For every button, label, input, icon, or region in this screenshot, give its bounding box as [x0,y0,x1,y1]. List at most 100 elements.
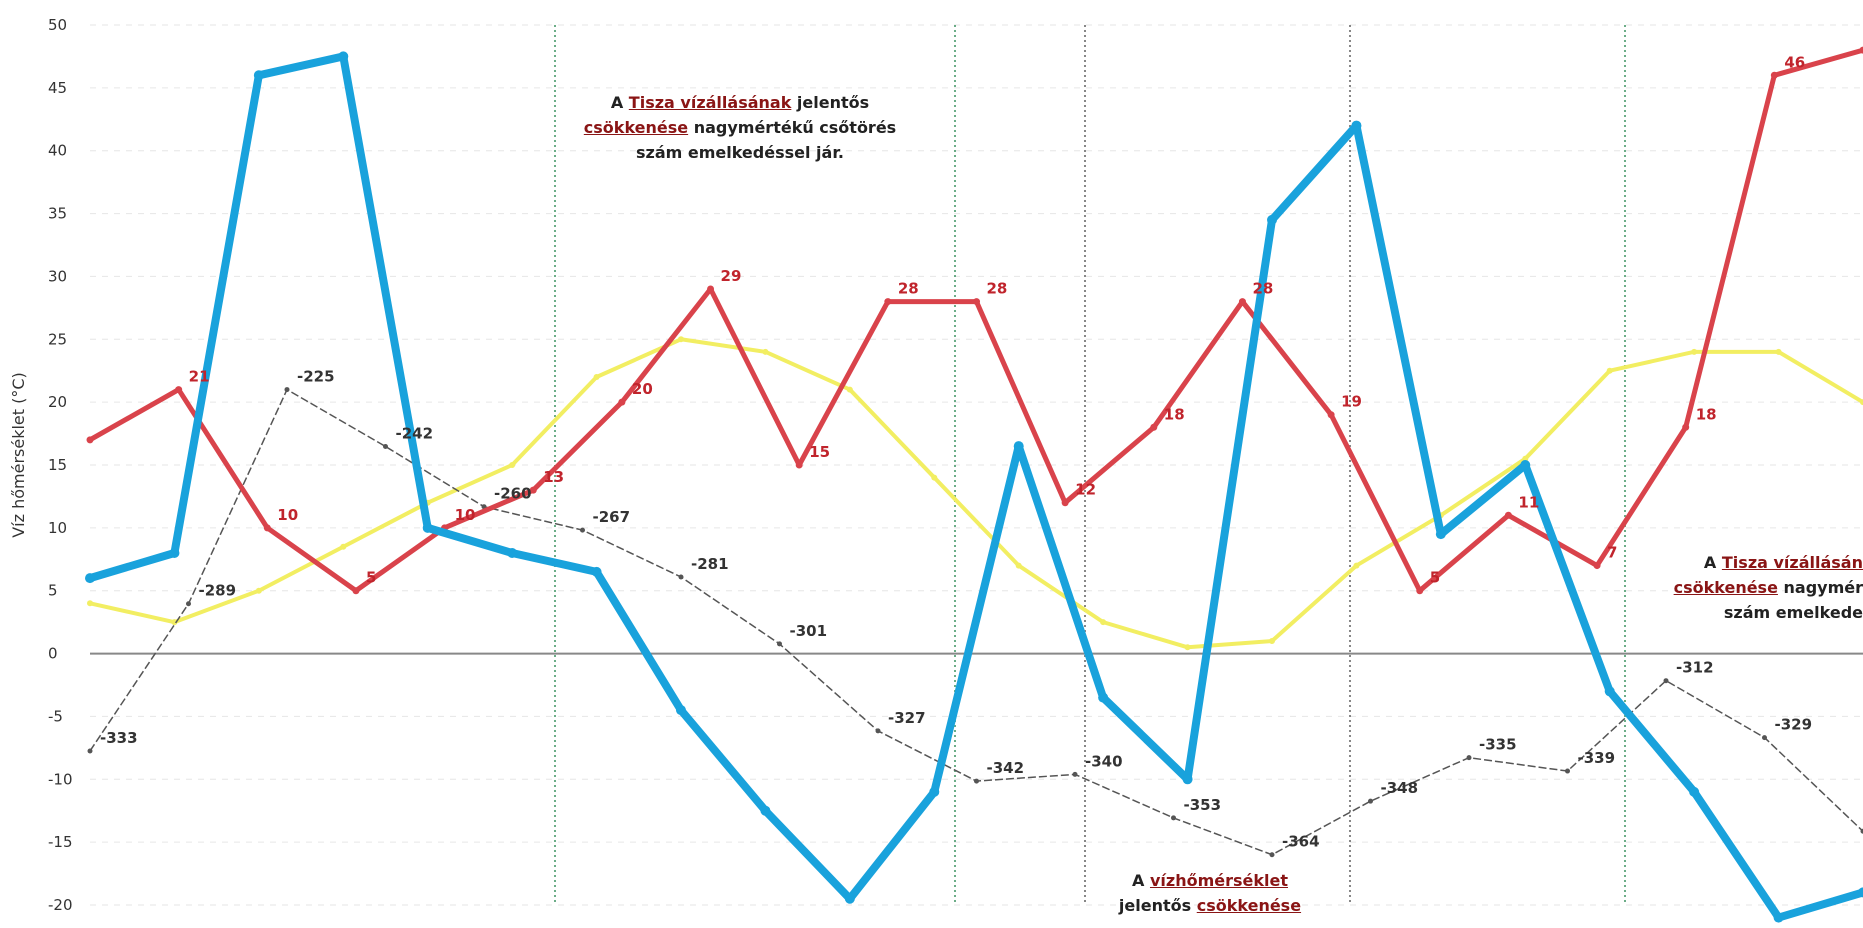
data-point [1184,644,1191,651]
data-point [171,619,178,626]
data-point [1150,423,1158,431]
data-point [974,778,979,784]
data-point [169,548,180,558]
data-point [1663,678,1669,684]
data-point [186,601,191,607]
data-label: -335 [1479,736,1517,754]
data-label: 5 [1430,569,1440,587]
data-point [253,70,264,81]
data-label: 11 [1518,493,1539,511]
data-point [1269,852,1275,858]
data-point [263,524,271,532]
data-point [1691,348,1698,355]
data-point [875,728,881,734]
data-label: -339 [1578,749,1616,767]
data-label: 28 [1252,280,1273,298]
data-point [707,285,715,293]
y-tick-label: -5 [48,707,63,725]
y-tick-label: -15 [48,833,73,851]
data-point [618,398,626,406]
data-point [844,893,855,904]
data-point [255,587,262,594]
data-point [676,705,686,716]
y-tick-label: 30 [48,267,67,285]
data-point [1061,499,1069,507]
data-point [1858,887,1863,898]
series-line [88,52,1863,922]
y-tick-label: 35 [48,205,67,223]
y-tick-label: 25 [48,330,67,348]
data-point [762,348,769,355]
data-labels: -333 -289 -225 -242 -260 -267 -281 -301 -327 -342… [100,53,1813,851]
data-point [1593,562,1601,570]
data-label: -329 [1775,716,1813,734]
data-point [760,805,771,816]
data-label: -267 [593,508,631,526]
data-point [1682,423,1690,431]
data-point [973,298,980,306]
data-point [1860,828,1863,834]
y-tick-label: -20 [48,896,73,914]
data-point [1238,298,1246,306]
data-point [87,600,93,607]
data-point [795,461,803,469]
data-point [338,51,349,62]
y-tick-label: 50 [48,16,67,34]
data-label: -289 [199,582,237,600]
data-point [1770,71,1778,79]
y-tick-label: 10 [48,519,67,537]
data-point [884,298,892,306]
data-point [383,443,388,449]
data-point [1100,619,1107,626]
data-point [1098,692,1109,703]
data-label: -260 [494,485,532,503]
data-point [580,527,585,533]
data-point [929,786,940,797]
data-point [509,462,516,468]
data-label: -340 [1085,752,1123,770]
data-point [1416,587,1424,595]
y-tick-label: 20 [48,393,67,411]
data-label: -312 [1676,659,1714,677]
data-label: 13 [543,468,564,486]
data-point [593,374,600,380]
phase-dividers [554,25,1626,905]
data-label: -364 [1282,833,1320,851]
data-point [777,641,782,647]
data-label: 15 [809,443,830,461]
gridlines [90,24,1863,906]
data-label: 18 [1696,405,1717,423]
data-label: -333 [100,729,138,747]
data-point [86,436,94,444]
data-point [1013,441,1024,452]
data-label: -353 [1184,796,1222,814]
data-point [1072,771,1078,777]
data-point [931,474,938,481]
data-label: 28 [898,280,919,298]
data-label: 29 [721,267,742,285]
data-point [1773,912,1784,923]
data-point [175,386,183,394]
data-point [507,548,518,558]
data-label: 10 [455,506,476,524]
data-point [1860,399,1863,406]
data-label: -327 [888,709,926,727]
data-point [1775,348,1782,355]
series-line [89,337,1863,650]
data-label: -342 [987,759,1025,777]
y-tick-label: 15 [48,456,67,474]
data-point [1604,686,1615,697]
data-point [1182,774,1193,785]
y-tick-label: 5 [48,582,58,600]
data-point [1269,638,1275,644]
data-point [284,387,290,393]
data-point [352,587,360,595]
data-label: 28 [987,280,1008,298]
annotation-tisza-2: A Tisza vízállásán csökkenése nagymér sz… [1673,553,1863,622]
annotation-vizho: A vízhőmérséklet jelentős csökkenése [1118,871,1302,915]
data-point [1171,815,1176,821]
data-label: -281 [691,555,729,573]
data-point [1435,529,1446,540]
